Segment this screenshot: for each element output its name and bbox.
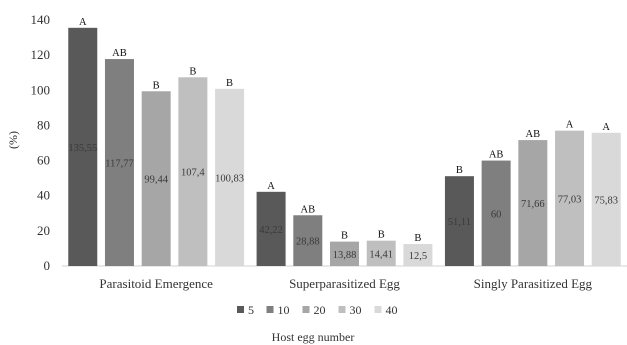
bar [256, 191, 286, 266]
significance-label: AB [489, 150, 504, 161]
legend-swatch [302, 306, 310, 313]
bar-value-label: 60 [491, 209, 502, 220]
significance-label: B [153, 80, 160, 91]
bar-value-label: 14,41 [369, 249, 393, 260]
y-axis-title: (%) [6, 131, 20, 149]
y-axis-ticks: 0 20 40 60 80 100 120 140 [31, 12, 51, 273]
category-label: Parasitoid Emergence [99, 276, 213, 291]
bar [215, 88, 245, 266]
bar-value-label: 28,88 [296, 237, 320, 248]
legend-swatch [338, 306, 346, 313]
significance-label: A [602, 122, 610, 133]
bar-value-label: 12,5 [409, 251, 427, 262]
y-tick-label: 120 [31, 47, 51, 62]
bar [403, 244, 433, 266]
bar-value-label: 117,77 [105, 159, 134, 170]
category-label: Superparasitized Egg [289, 276, 400, 291]
category-label: Singly Parasitized Egg [474, 276, 593, 291]
significance-label: B [378, 230, 385, 241]
significance-label: B [226, 78, 233, 89]
bar-value-label: 135,55 [68, 143, 97, 154]
bar [444, 176, 474, 266]
bar [293, 215, 323, 266]
y-tick-label: 20 [37, 223, 50, 238]
significance-label: A [566, 120, 574, 131]
y-tick-label: 140 [31, 12, 51, 27]
legend-swatch [266, 306, 274, 313]
bar [141, 91, 171, 266]
legend: 5 10 20 30 40 [237, 303, 398, 317]
bar-value-label: 77,03 [558, 194, 582, 205]
bar [591, 132, 621, 266]
legend-swatch [237, 306, 244, 313]
legend-label: 20 [314, 303, 326, 317]
legend-label: 30 [350, 303, 362, 317]
significance-label: B [341, 231, 348, 242]
bar-value-label: 13,88 [333, 250, 357, 261]
legend-label: 40 [386, 303, 398, 317]
bar [330, 241, 359, 266]
significance-label: A [79, 17, 87, 28]
significance-label: AB [301, 204, 316, 215]
significance-label: A [267, 181, 275, 192]
bar [104, 59, 134, 267]
legend-label: 5 [248, 303, 254, 317]
significance-label: B [414, 233, 421, 244]
bar [68, 27, 98, 266]
bar-value-label: 100,83 [215, 173, 244, 184]
y-tick-label: 80 [37, 117, 50, 132]
category-labels: Parasitoid Emergence Superparasitized Egg… [99, 276, 592, 291]
y-tick-label: 60 [37, 153, 50, 168]
legend-swatch [374, 306, 382, 313]
bars-group: 135,55A117,77AB99,44B107,4B100,83B42,22A… [68, 17, 621, 267]
y-tick-label: 40 [37, 188, 50, 203]
legend-label: 10 [278, 303, 290, 317]
bar-value-label: 99,44 [144, 175, 168, 186]
significance-label: B [189, 66, 196, 77]
significance-label: B [456, 165, 463, 176]
x-axis-title: Host egg number [272, 330, 355, 344]
bar-value-label: 42,22 [259, 225, 283, 236]
bar-value-label: 75,83 [594, 195, 618, 206]
bar [555, 130, 585, 266]
bar [518, 140, 548, 266]
bar [481, 160, 511, 266]
y-tick-label: 0 [44, 258, 51, 273]
bar-value-label: 107,4 [181, 168, 205, 179]
significance-label: AB [112, 48, 127, 59]
bar [366, 240, 396, 266]
y-tick-label: 100 [31, 82, 51, 97]
bar-value-label: 51,11 [448, 217, 471, 228]
bar [178, 77, 208, 266]
bar-value-label: 71,66 [521, 199, 545, 210]
significance-label: AB [526, 129, 541, 140]
